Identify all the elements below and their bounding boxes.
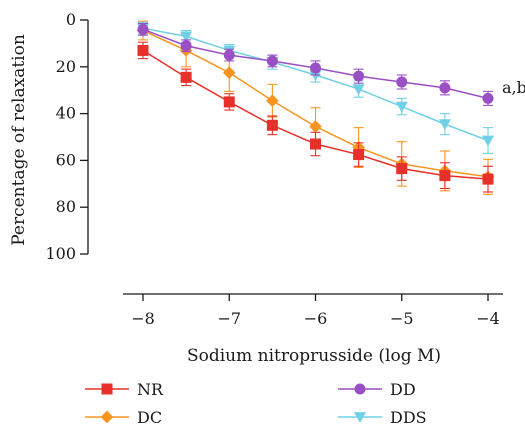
data-point (395, 101, 408, 113)
legend-label: DDS (390, 408, 427, 427)
data-point (266, 94, 279, 108)
legend-marker (100, 410, 114, 424)
x-tick-label: −7 (217, 309, 241, 328)
x-tick-label: −4 (476, 309, 500, 328)
x-axis-label: Sodium nitroprusside (log M) (187, 346, 441, 366)
data-point (353, 149, 365, 161)
legend-item-nr: NR (85, 380, 164, 399)
y-tick-label: 80 (56, 197, 76, 216)
data-point (137, 23, 149, 35)
y-tick-label: 100 (45, 244, 76, 263)
data-point (396, 76, 408, 88)
axes: 0 20 40 60 80 100 −8 −7 −6 −5 −4 (45, 10, 503, 328)
legend-label: DD (390, 380, 416, 399)
data-point (396, 163, 408, 175)
legend-label: DC (137, 408, 162, 427)
legend-item-dc: DC (85, 408, 162, 427)
data-point (482, 173, 494, 185)
data-point (180, 40, 192, 52)
annotation-label: a,b (502, 78, 525, 97)
data-point (266, 119, 278, 131)
legend-marker (354, 383, 366, 395)
data-point (266, 55, 278, 67)
data-point (222, 66, 236, 79)
data-point (310, 138, 321, 150)
x-tick-label: −5 (390, 309, 414, 328)
x-tick-label: −6 (304, 309, 328, 328)
data-point (481, 135, 495, 147)
y-axis-label: Percentage of relaxation (9, 34, 29, 246)
data-point (438, 119, 451, 131)
data-point (439, 170, 451, 182)
data-point (223, 49, 235, 61)
data-point (352, 84, 365, 96)
legend-marker (353, 412, 367, 424)
data-point (310, 62, 321, 74)
data-point (482, 92, 494, 104)
data-point (309, 70, 322, 82)
x-tick-label: −8 (131, 309, 155, 328)
series-nr (137, 41, 494, 193)
data-point (439, 82, 451, 94)
legend-item-dd: DD (338, 380, 416, 399)
data-point (180, 71, 192, 83)
legend-label: NR (137, 380, 164, 399)
data-point (180, 31, 193, 43)
legend-marker (101, 383, 113, 395)
y-tick-label: 20 (56, 57, 76, 76)
data-point (353, 70, 365, 82)
series-group: a,b (136, 20, 525, 195)
series-dd (137, 22, 494, 106)
y-tick-label: 40 (56, 104, 76, 123)
data-point (223, 96, 235, 108)
y-tick-label: 0 (66, 10, 76, 29)
y-tick-label: 60 (56, 150, 76, 169)
legend: NR DC DD DDS (85, 380, 427, 427)
legend-item-dds: DDS (338, 408, 427, 427)
data-point (309, 120, 322, 133)
data-point (137, 44, 149, 56)
